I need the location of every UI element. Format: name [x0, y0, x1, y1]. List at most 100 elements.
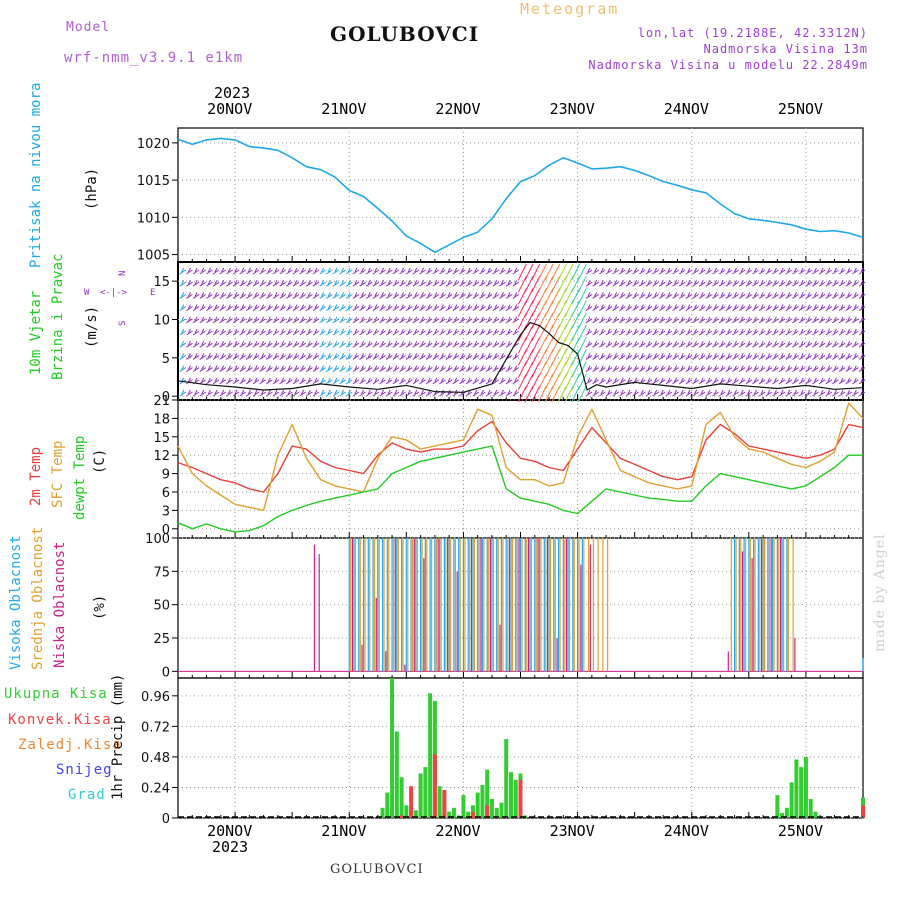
wind-barb — [447, 279, 451, 285]
wind-barb — [221, 365, 225, 370]
wind-barb — [234, 353, 238, 358]
wind-barb — [678, 354, 686, 360]
wind-barb — [232, 330, 240, 336]
wind-barb — [537, 336, 547, 354]
wind-barb — [794, 328, 797, 334]
wind-barb — [592, 293, 599, 299]
wind-barb — [226, 367, 233, 373]
wind-barb — [685, 391, 693, 397]
wind-barb — [187, 279, 191, 285]
wind-barb — [432, 342, 440, 348]
wind-barb — [680, 304, 684, 309]
wind-barb — [365, 379, 373, 385]
wind-barb — [334, 377, 338, 383]
wind-barb — [767, 304, 771, 309]
wind-barb — [306, 306, 313, 312]
wind-barb — [780, 292, 784, 297]
wind-barb — [372, 293, 380, 299]
wind-barb — [665, 330, 673, 336]
wind-barb — [427, 292, 431, 297]
wind-barb — [314, 316, 318, 322]
wind-barb — [299, 269, 306, 275]
wind-barb — [772, 379, 779, 385]
wind-barb — [434, 328, 438, 334]
wind-barb — [820, 304, 824, 309]
wind-barb — [718, 379, 726, 385]
wind-barb — [287, 340, 291, 346]
wind-barb — [505, 330, 513, 336]
wind-barb — [660, 267, 664, 273]
wind-barb — [441, 353, 444, 358]
wind-barb — [434, 316, 438, 322]
wind-barb — [405, 379, 413, 385]
wind-barb — [485, 293, 493, 299]
wind-barb — [454, 316, 458, 322]
wind-barb — [805, 281, 813, 287]
wind-barb — [499, 269, 506, 275]
precip-conv-bar — [518, 779, 523, 818]
wind-barb — [840, 377, 844, 383]
wind-barb — [186, 330, 193, 336]
wind-barb — [259, 379, 266, 385]
wind-barb — [219, 342, 226, 348]
wind-barb — [820, 340, 824, 346]
wind-barb — [734, 377, 737, 383]
wind-barb — [727, 292, 731, 297]
wind-barb — [314, 353, 318, 358]
wind-barb — [700, 328, 704, 334]
model-elevation-text: Nadmorska Visina u modelu 22.2849m — [588, 58, 868, 72]
wind-barb — [694, 328, 698, 334]
wind-barb — [818, 269, 826, 275]
wind-barb — [374, 340, 378, 346]
wind-barb — [179, 306, 187, 312]
wind-barb — [201, 292, 205, 297]
wind-barb — [412, 318, 420, 324]
wind-barb — [361, 279, 365, 285]
wind-barb — [307, 377, 311, 383]
cloud-title-low: Niska Oblacnost — [52, 541, 68, 668]
wind-barb — [734, 279, 737, 285]
wind-barb — [352, 306, 360, 312]
wind-barb — [517, 349, 527, 366]
wind-barb — [419, 281, 426, 287]
wind-barb — [421, 340, 424, 346]
wind-barb — [307, 353, 311, 358]
precip-total-bar — [413, 810, 418, 818]
wind-barb — [640, 377, 644, 383]
wind-barb — [698, 391, 706, 397]
wind-barb — [194, 389, 198, 395]
wind-barb — [219, 367, 226, 373]
wind-barb — [660, 353, 664, 358]
wind-barb — [605, 391, 613, 397]
wind-barb — [306, 318, 313, 324]
wind-barb — [214, 377, 218, 383]
wind-barb — [359, 281, 366, 287]
wind-barb — [524, 336, 534, 354]
wind-barb — [585, 281, 593, 287]
wind-barb — [694, 267, 698, 273]
wind-barb — [401, 340, 404, 346]
wind-barb — [181, 340, 185, 346]
wind-barb — [700, 353, 704, 358]
wind-barb — [720, 340, 724, 346]
wind-barb — [385, 367, 393, 373]
wind-barb — [365, 318, 373, 324]
wind-barb — [246, 306, 253, 312]
wind-barb — [812, 293, 819, 299]
wind-barb — [454, 353, 458, 358]
wind-barb — [852, 318, 859, 324]
wind-barb — [266, 342, 273, 348]
wind-barb — [720, 353, 724, 358]
wind-barb — [399, 281, 406, 287]
wind-barb — [627, 377, 631, 383]
wind-barb — [479, 281, 486, 287]
wind-barb — [692, 379, 699, 385]
wind-barb — [474, 328, 478, 334]
wind-barb — [385, 330, 393, 336]
wind-barb — [259, 342, 266, 348]
wind-barb — [544, 300, 554, 317]
wind-barb — [474, 304, 478, 309]
wind-barb — [620, 316, 624, 322]
wind-barb — [472, 330, 480, 336]
wind-barb — [186, 306, 193, 312]
